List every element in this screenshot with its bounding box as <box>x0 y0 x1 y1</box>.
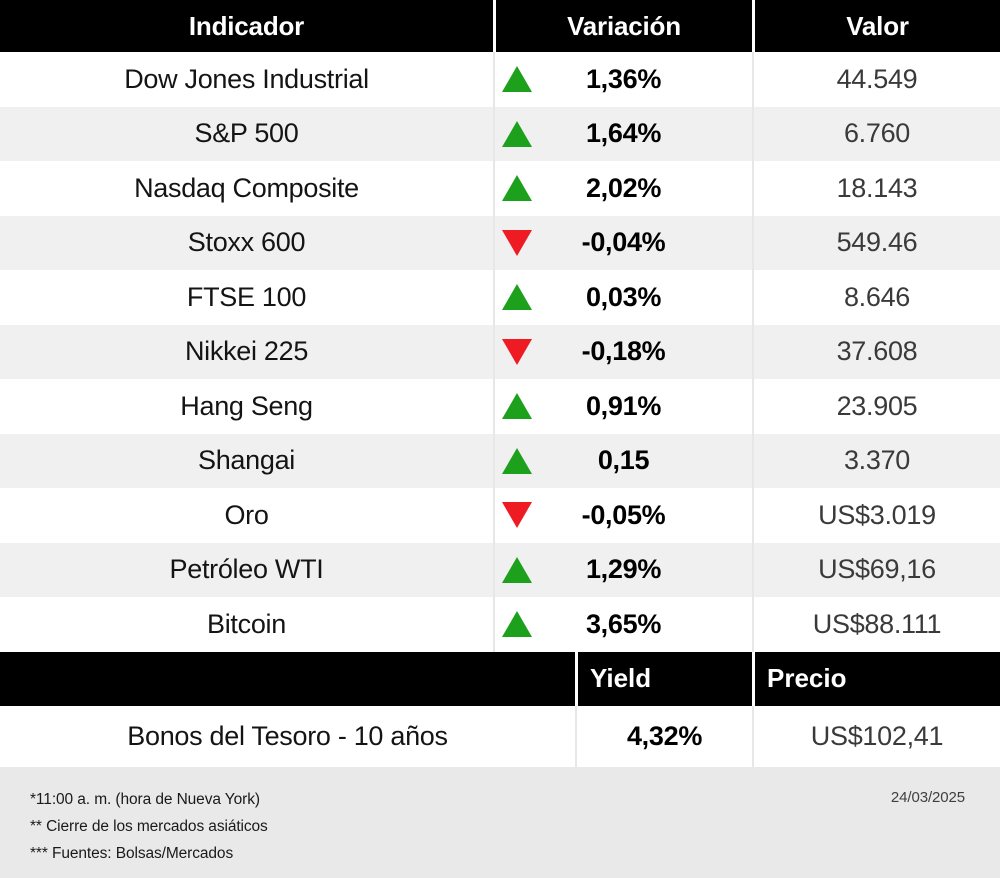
indicator-value: 3.370 <box>752 433 1000 488</box>
variation-cell: -0,05% <box>493 488 752 543</box>
bond-header-yield: Yield <box>575 651 752 706</box>
variation-value: 3,65% <box>585 608 662 639</box>
variation-cell: 1,29% <box>493 542 752 597</box>
footnote-sources: *** Fuentes: Bolsas/Mercados <box>30 844 234 862</box>
bond-yield-value: 4,32% <box>575 705 752 767</box>
date-label: 24/03/2025 <box>890 788 965 806</box>
header-col-variacion: Variación <box>493 0 752 52</box>
table-row: Dow Jones Industrial 1,36% 44.549 <box>0 52 1000 107</box>
up-triangle-icon <box>502 66 532 93</box>
table-row: Petróleo WTI 1,29% US$69,16 <box>0 542 1000 597</box>
indicator-name: Nikkei 225 <box>184 336 309 367</box>
variation-value: 1,64% <box>585 118 662 149</box>
table-row: Shangai 0,15 3.370 <box>0 433 1000 488</box>
variation-cell: 3,65% <box>493 597 752 652</box>
down-triangle-icon <box>502 338 532 365</box>
variation-cell: 2,02% <box>493 161 752 216</box>
variation-value: 0,15 <box>597 445 650 476</box>
variation-value: 0,91% <box>585 390 662 421</box>
variation-cell: 0,91% <box>493 379 752 434</box>
table-body: Dow Jones Industrial 1,36% 44.549 S&P 50… <box>0 52 1000 652</box>
table-header-row: Indicador Variación Valor <box>0 0 1000 52</box>
indicator-name: FTSE 100 <box>186 281 307 312</box>
up-triangle-icon <box>502 120 532 147</box>
table-row: Nasdaq Composite 2,02% 18.143 <box>0 161 1000 216</box>
up-triangle-icon <box>502 556 532 583</box>
header-col-indicador: Indicador <box>188 10 305 41</box>
variation-value: -0,04% <box>581 227 666 258</box>
variation-cell: 1,36% <box>493 52 752 107</box>
indicator-value: 23.905 <box>752 379 1000 434</box>
footnote-time: *11:00 a. m. (hora de Nueva York) <box>30 790 260 808</box>
down-triangle-icon <box>502 229 532 256</box>
bond-header-row: Yield Precio <box>0 651 1000 706</box>
up-triangle-icon <box>502 447 532 474</box>
variation-value: 0,03% <box>585 281 662 312</box>
indicator-name: Stoxx 600 <box>187 227 306 258</box>
indicator-value: US$88.111 <box>752 597 1000 652</box>
indicator-value: 18.143 <box>752 161 1000 216</box>
variation-cell: -0,18% <box>493 324 752 379</box>
indicator-name: Dow Jones Industrial <box>124 63 369 94</box>
up-triangle-icon <box>502 393 532 420</box>
table-row: Bitcoin 3,65% US$88.111 <box>0 597 1000 652</box>
indicator-name: Nasdaq Composite <box>134 172 359 203</box>
indicator-value: 37.608 <box>752 324 1000 379</box>
variation-value: 1,36% <box>585 63 662 94</box>
footnote-asian-markets: ** Cierre de los mercados asiáticos <box>30 817 268 835</box>
indicator-name: S&P 500 <box>194 118 299 149</box>
bond-price-value: US$102,41 <box>752 705 1000 767</box>
indicator-value: 6.760 <box>752 106 1000 161</box>
indicator-name: Oro <box>224 499 269 530</box>
variation-value: -0,18% <box>581 336 666 367</box>
footer: *11:00 a. m. (hora de Nueva York) ** Cie… <box>0 766 1000 878</box>
indicator-value: 44.549 <box>752 52 1000 107</box>
indicator-name: Petróleo WTI <box>169 554 324 585</box>
table-row: Oro -0,05% US$3.019 <box>0 488 1000 543</box>
up-triangle-icon <box>502 611 532 638</box>
indicator-value: US$3.019 <box>752 488 1000 543</box>
table-row: Stoxx 600 -0,04% 549.46 <box>0 215 1000 270</box>
header-col-valor: Valor <box>752 0 1000 52</box>
up-triangle-icon <box>502 284 532 311</box>
variation-cell: -0,04% <box>493 215 752 270</box>
indicator-name: Hang Seng <box>180 390 313 421</box>
up-triangle-icon <box>502 175 532 202</box>
indicator-name: Shangai <box>198 445 295 476</box>
indicator-value: 549.46 <box>752 215 1000 270</box>
bond-row: Bonos del Tesoro - 10 años 4,32% US$102,… <box>0 705 1000 767</box>
table-row: Hang Seng 0,91% 23.905 <box>0 379 1000 434</box>
variation-cell: 0,15 <box>493 433 752 488</box>
table-row: FTSE 100 0,03% 8.646 <box>0 270 1000 325</box>
down-triangle-icon <box>502 502 532 529</box>
variation-cell: 1,64% <box>493 106 752 161</box>
table-row: Nikkei 225 -0,18% 37.608 <box>0 324 1000 379</box>
variation-cell: 0,03% <box>493 270 752 325</box>
bond-header-spacer <box>0 652 575 706</box>
bond-header-precio: Precio <box>752 651 1000 706</box>
variation-value: 2,02% <box>585 172 662 203</box>
bond-name: Bonos del Tesoro - 10 años <box>127 720 448 751</box>
table-row: S&P 500 1,64% 6.760 <box>0 106 1000 161</box>
variation-value: -0,05% <box>581 499 666 530</box>
variation-value: 1,29% <box>585 554 662 585</box>
indicator-value: US$69,16 <box>752 542 1000 597</box>
indicator-value: 8.646 <box>752 270 1000 325</box>
indicator-name: Bitcoin <box>207 608 286 639</box>
